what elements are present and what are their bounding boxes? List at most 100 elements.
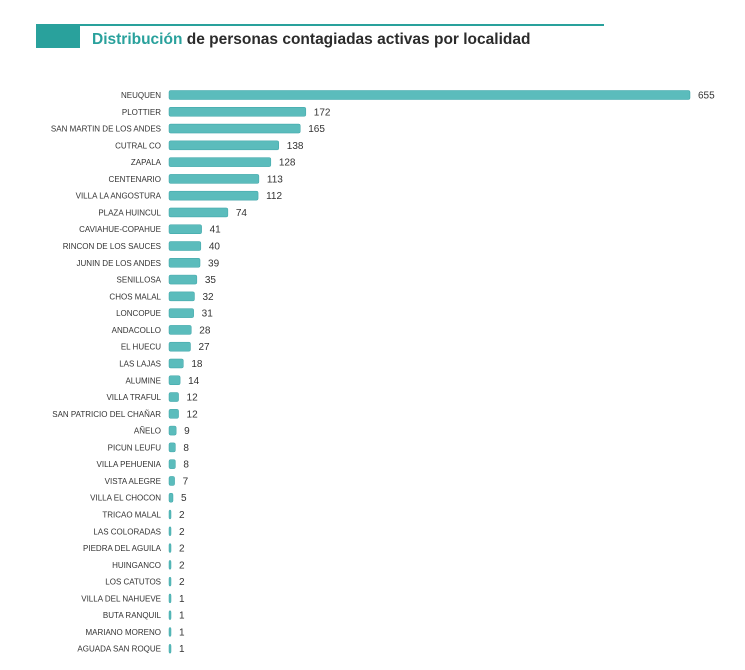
bar <box>168 392 179 402</box>
bar <box>168 610 172 620</box>
value-label: 31 <box>202 309 214 320</box>
value-label: 39 <box>208 258 220 269</box>
value-label: 18 <box>191 359 203 370</box>
category-label: PICUN LEUFU <box>108 443 162 452</box>
category-label: SENILLOSA <box>117 276 162 285</box>
value-label: 32 <box>202 292 214 303</box>
header-accent-block <box>36 24 80 48</box>
category-label: ALUMINE <box>125 376 161 385</box>
value-label: 12 <box>187 409 199 420</box>
category-label: SAN MARTIN DE LOS ANDES <box>51 125 161 134</box>
value-label: 1 <box>179 627 185 638</box>
value-label: 40 <box>209 242 221 253</box>
category-label: AÑELO <box>134 427 161 436</box>
category-label: VISTA ALEGRE <box>105 477 161 486</box>
value-label: 138 <box>287 141 304 152</box>
bar <box>168 459 176 469</box>
bar <box>168 509 172 520</box>
bar <box>168 140 280 151</box>
bar <box>168 409 179 419</box>
category-label: LOS CATUTOS <box>105 578 161 587</box>
value-label: 9 <box>184 426 190 437</box>
bar <box>168 241 202 251</box>
category-label: EL HUECU <box>121 343 161 352</box>
bar <box>168 425 177 436</box>
bar <box>168 157 272 167</box>
chart-header: Distribución de personas contagiadas act… <box>36 24 604 50</box>
category-label: AGUADA SAN ROQUE <box>77 645 161 654</box>
category-label: CAVIAHUE-COPAHUE <box>79 225 161 234</box>
category-label: NEUQUEN <box>121 91 161 100</box>
chart-title: Distribución de personas contagiadas act… <box>92 31 530 49</box>
category-label: VILLA DEL NAHUEVE <box>81 594 161 603</box>
category-label: LAS COLORADAS <box>93 527 161 536</box>
bar <box>168 190 259 201</box>
value-label: 5 <box>181 493 187 504</box>
value-label: 128 <box>279 158 296 169</box>
bar <box>168 274 198 285</box>
bar <box>168 375 181 386</box>
bar <box>168 224 202 234</box>
bar <box>168 476 175 486</box>
bar <box>168 174 260 184</box>
category-label: TRICAO MALAL <box>102 511 161 520</box>
category-label: RINCON DE LOS SAUCES <box>63 242 161 251</box>
bar <box>168 560 172 570</box>
category-label: LAS LAJAS <box>119 359 161 368</box>
header-accent-line <box>80 24 604 26</box>
value-label: 7 <box>183 476 189 487</box>
bar <box>168 341 191 352</box>
category-label: PLAZA HUINCUL <box>98 208 161 217</box>
value-label: 28 <box>199 325 211 336</box>
value-label: 74 <box>236 208 248 219</box>
value-label: 8 <box>183 443 189 454</box>
bar <box>168 593 172 604</box>
category-label: VILLA TRAFUL <box>106 393 161 402</box>
category-label: PIEDRA DEL AGUILA <box>83 544 162 553</box>
category-label: LONCOPUE <box>116 309 161 318</box>
value-label: 1 <box>179 611 185 622</box>
value-label: 8 <box>183 460 189 471</box>
bar <box>168 576 172 587</box>
value-label: 14 <box>188 376 200 387</box>
value-label: 41 <box>210 225 222 236</box>
value-label: 2 <box>179 577 185 588</box>
bar <box>168 258 201 268</box>
bar <box>168 291 195 302</box>
value-label: 1 <box>179 594 185 605</box>
value-label: 113 <box>267 174 283 185</box>
category-label: MARIANO MORENO <box>85 628 161 637</box>
chart-title-rest: de personas contagiadas activas por loca… <box>182 31 531 48</box>
bar <box>168 325 192 335</box>
category-label: CUTRAL CO <box>115 141 161 150</box>
bar <box>168 543 172 553</box>
bar <box>168 90 691 100</box>
category-label: PLOTTIER <box>122 108 161 117</box>
category-label: VILLA PEHUENIA <box>97 460 162 469</box>
value-label: 112 <box>266 191 282 202</box>
category-label: VILLA EL CHOCON <box>90 494 161 503</box>
bar <box>168 207 229 218</box>
bar <box>168 643 172 654</box>
category-label: VILLA LA ANGOSTURA <box>76 192 162 201</box>
value-label: 2 <box>179 544 185 555</box>
value-label: 165 <box>308 124 325 135</box>
value-label: 2 <box>179 560 185 571</box>
bar <box>168 442 176 453</box>
bar <box>168 526 172 537</box>
category-label: CENTENARIO <box>109 175 161 184</box>
bar <box>168 358 184 369</box>
category-label: CHOS MALAL <box>109 292 161 301</box>
category-label: BUTA RANQUIL <box>103 611 162 620</box>
value-label: 2 <box>179 510 185 521</box>
value-label: 655 <box>698 91 715 102</box>
bar <box>168 107 307 117</box>
value-label: 35 <box>205 275 217 286</box>
category-label: JUNIN DE LOS ANDES <box>77 259 161 268</box>
bar <box>168 123 301 134</box>
value-label: 12 <box>187 393 199 404</box>
category-label: SAN PATRICIO DEL CHAÑAR <box>52 410 161 419</box>
value-label: 1 <box>179 644 185 655</box>
value-label: 27 <box>198 342 210 353</box>
